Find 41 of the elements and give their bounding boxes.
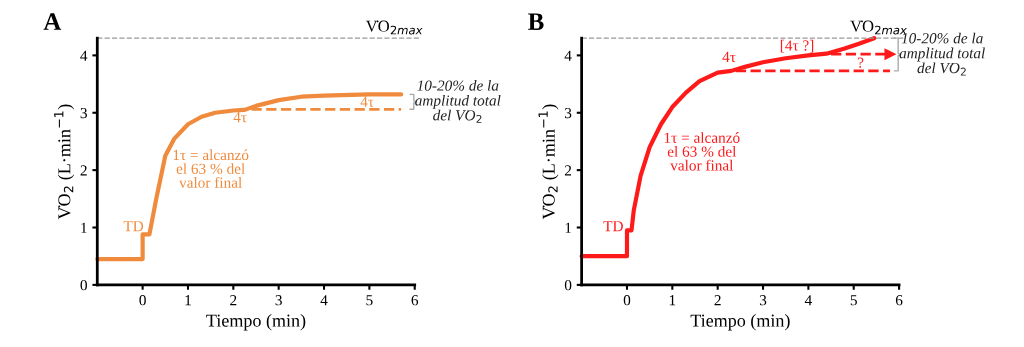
y-tick-label: 2 [80,165,87,176]
y-tick-label: 4 [564,50,572,61]
x-tick-label: 5 [366,295,373,306]
y-axis-title: V̇O$_{2}$ (L·min$^{−1}$) [538,104,559,220]
x-axis-title: Tiempo (min) [206,314,306,331]
annotation: 4τ [722,51,736,63]
x-tick-label: 1 [669,295,676,306]
chart-title: A [43,13,62,30]
annotation: [4τ ?] [780,39,814,53]
y-tick-label: 1 [565,222,571,233]
y-tick-label: 2 [564,165,572,176]
x-tick-label: 4 [804,295,812,306]
y-tick-label: 1 [81,222,87,233]
y-tick-label: 3 [565,107,572,119]
y-tick-label: 0 [80,280,87,291]
annotation: 1τ = alcanzó el 63 % del valor final [173,149,249,188]
x-tick-label: 3 [275,295,282,306]
x-tick-label: 0 [623,295,631,306]
y-tick-label: 4 [80,50,88,61]
y-tick-label: 0 [564,280,572,291]
y-axis-title: V̇O$_{2}$ (L·min$^{−1}$) [54,104,75,220]
x-tick-label: 2 [714,295,721,306]
y-tick-label: 3 [80,107,87,119]
x-tick-label: 5 [850,295,857,306]
x-tick-label: 1 [185,295,191,306]
x-tick-label: 6 [411,295,419,306]
x-tick-label: 6 [895,295,903,306]
x-tick-label: 3 [759,295,767,306]
annotation: 4τ [360,96,374,107]
annotation: 4τ [233,112,247,123]
annotation: 1τ = alcanzó el 63 % del valor final [664,132,740,171]
x-tick-label: 2 [230,295,237,306]
text: 10-20% de la amplitud total del V̇O$_{2}$ [415,80,501,123]
annotation: ? [857,57,864,68]
annotation: TD [123,221,144,232]
annotation: TD [603,221,623,232]
x-tick-label: 4 [320,295,328,306]
x-tick-label: 0 [139,295,146,306]
ref-line-label: V̇O$_{2max}$ [365,20,423,35]
chart-title: B [528,13,544,30]
x-axis-title: Tiempo (min) [690,314,790,331]
